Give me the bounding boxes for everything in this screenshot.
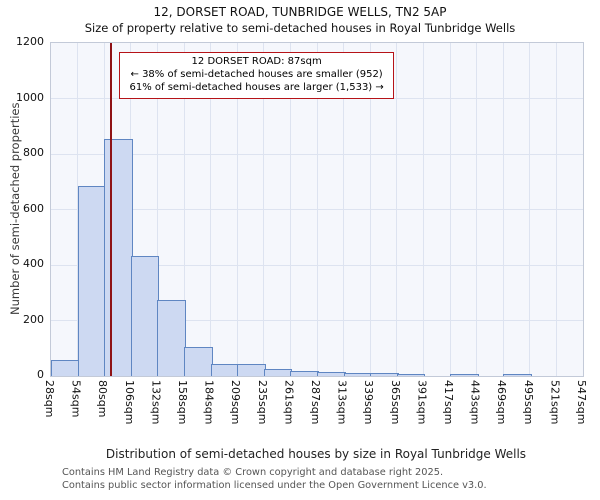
histogram-bar — [396, 373, 426, 376]
x-gridline — [529, 43, 531, 376]
x-gridline — [502, 43, 504, 376]
histogram-bar — [237, 364, 266, 376]
x-gridline — [263, 43, 265, 376]
annotation-larger-stat: 61% of semi-detached houses are larger (… — [129, 82, 384, 94]
x-tick-label: 313sqm — [335, 380, 349, 425]
y-tick-label: 200 — [23, 312, 44, 326]
x-tick-label: 209sqm — [229, 380, 243, 425]
x-gridline — [156, 43, 158, 376]
histogram-bar — [263, 368, 293, 376]
x-tick-label: 158sqm — [176, 380, 189, 425]
x-gridline — [369, 43, 371, 376]
histogram-bar — [157, 300, 186, 376]
x-tick-label: 495sqm — [521, 380, 535, 425]
histogram-bar — [503, 374, 532, 376]
x-tick-label: 261sqm — [282, 380, 296, 425]
x-gridline — [422, 43, 424, 376]
annotation-smaller-stat: ← 38% of semi-detached houses are smalle… — [130, 69, 383, 81]
attribution-line-2: Contains public sector information licen… — [62, 479, 487, 491]
histogram-bar — [210, 363, 240, 376]
histogram-bar — [130, 255, 160, 376]
x-tick-label: 235sqm — [255, 380, 269, 425]
x-tick-label: 132sqm — [149, 380, 163, 425]
x-gridline — [449, 43, 451, 376]
x-tick-label: 54sqm — [69, 380, 83, 418]
histogram-bar — [104, 139, 133, 376]
x-gridline — [555, 43, 557, 376]
y-tick-label: 1000 — [16, 90, 44, 104]
property-size-marker-line — [110, 43, 113, 376]
y-tick-label: 800 — [23, 146, 44, 159]
x-gridline — [396, 43, 398, 376]
y-tick-label: 1200 — [16, 35, 44, 48]
histogram-bar — [290, 370, 319, 376]
x-tick-label: 443sqm — [468, 380, 482, 425]
plot-area: 12 DORSET ROAD: 87sqm ← 38% of semi-deta… — [50, 42, 584, 377]
chart-title: 12, DORSET ROAD, TUNBRIDGE WELLS, TN2 5A… — [153, 5, 447, 19]
x-gridline — [476, 43, 478, 376]
x-tick-label: 547sqm — [575, 380, 588, 425]
annotation-box: 12 DORSET ROAD: 87sqm ← 38% of semi-deta… — [119, 52, 394, 99]
annotation-property-size: 12 DORSET ROAD: 87sqm — [191, 56, 322, 67]
x-gridline — [183, 43, 185, 376]
x-tick-label: 521sqm — [548, 380, 562, 425]
x-tick-label: 80sqm — [96, 380, 110, 418]
x-tick-label: 28sqm — [43, 380, 56, 418]
histogram-bar — [343, 373, 373, 376]
attribution-line-1: Contains HM Land Registry data © Crown c… — [62, 467, 444, 478]
x-tick-label: 184sqm — [202, 380, 216, 425]
y-tick-label: 600 — [23, 201, 44, 215]
histogram-bar — [370, 372, 399, 376]
histogram-bar — [184, 347, 213, 376]
x-gridline — [289, 43, 291, 376]
histogram-bar — [77, 186, 107, 376]
x-tick-label: 469sqm — [495, 380, 509, 425]
x-tick-label: 106sqm — [122, 380, 136, 425]
histogram-bar — [450, 373, 479, 376]
attribution-footer: Contains HM Land Registry data © Crown c… — [62, 467, 487, 492]
x-tick-label: 391sqm — [415, 380, 429, 425]
y-tick-label: 0 — [37, 368, 44, 381]
x-tick-label: 365sqm — [388, 380, 402, 425]
x-tick-label: 417sqm — [442, 380, 455, 425]
x-gridline — [316, 43, 318, 376]
x-gridline — [210, 43, 212, 376]
chart-subtitle: Size of property relative to semi-detach… — [84, 21, 516, 35]
histogram-bar — [51, 359, 80, 376]
x-axis-label: Distribution of semi-detached houses by … — [105, 447, 527, 461]
x-tick-label: 287sqm — [309, 380, 322, 425]
y-tick-label: 400 — [23, 257, 44, 270]
histogram-bar — [317, 372, 346, 376]
x-tick-label: 339sqm — [362, 380, 376, 425]
x-gridline — [236, 43, 238, 376]
x-gridline — [343, 43, 345, 376]
